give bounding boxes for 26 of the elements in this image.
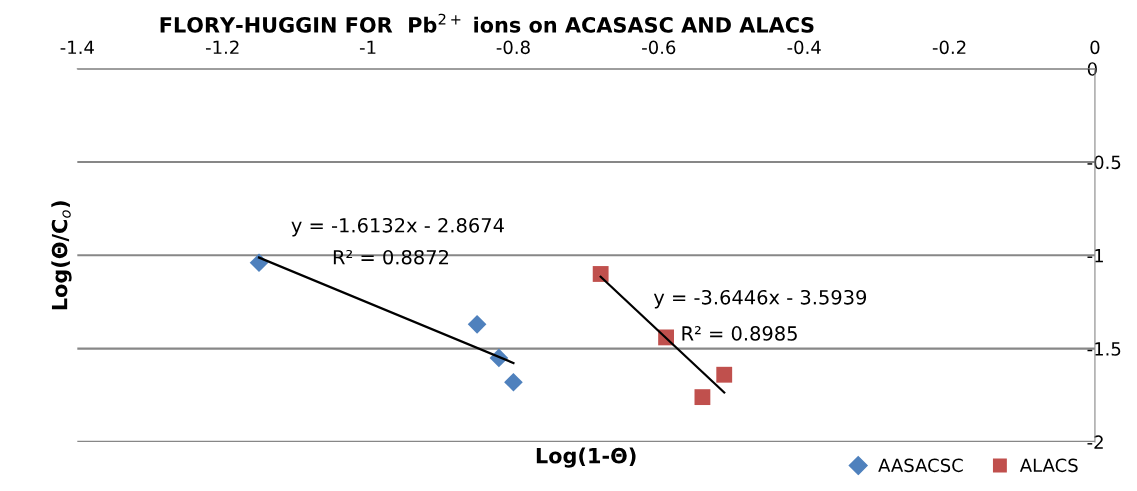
point	[504, 372, 523, 392]
x-tick-label: -1.2	[205, 40, 239, 54]
x-tick-label: -0.4	[787, 40, 821, 55]
point	[467, 315, 487, 334]
y-axis-title: Log(Θ/C$_{o}$)	[51, 201, 72, 310]
y-tick-label: -1.5	[1087, 342, 1121, 356]
y-tick-label: -0.5	[1087, 155, 1121, 170]
y-tick-label: -1	[1087, 249, 1103, 263]
x-tick-label: -0.8	[496, 40, 530, 55]
x-axis-title: Log(1-Θ)	[536, 447, 636, 468]
legend-label: AASACSC	[878, 458, 963, 473]
x-tick-label: -1	[359, 40, 376, 54]
point	[592, 266, 609, 282]
x-tick-label: -1.4	[60, 40, 94, 54]
annotation: R² = 0.8985	[682, 326, 797, 341]
point	[716, 366, 733, 383]
x-tick-label: -0.2	[932, 40, 966, 55]
y-tick-label: -2	[1087, 435, 1103, 449]
annotation: y = -3.6446x - 3.5939	[653, 289, 867, 309]
legend-label: ALACS	[1019, 458, 1078, 473]
annotation: R² = 0.8872	[333, 249, 449, 265]
y-tick-label: 0	[1087, 62, 1097, 76]
point	[694, 389, 711, 406]
x-tick-label: -0.6	[642, 40, 676, 55]
chart-title: FLORY-HUGGIN FOR Pb$^{2+}$ ions on ACASASC AND ALACS	[160, 13, 814, 33]
annotation: y = -1.6132x - 2.8674	[291, 217, 504, 237]
